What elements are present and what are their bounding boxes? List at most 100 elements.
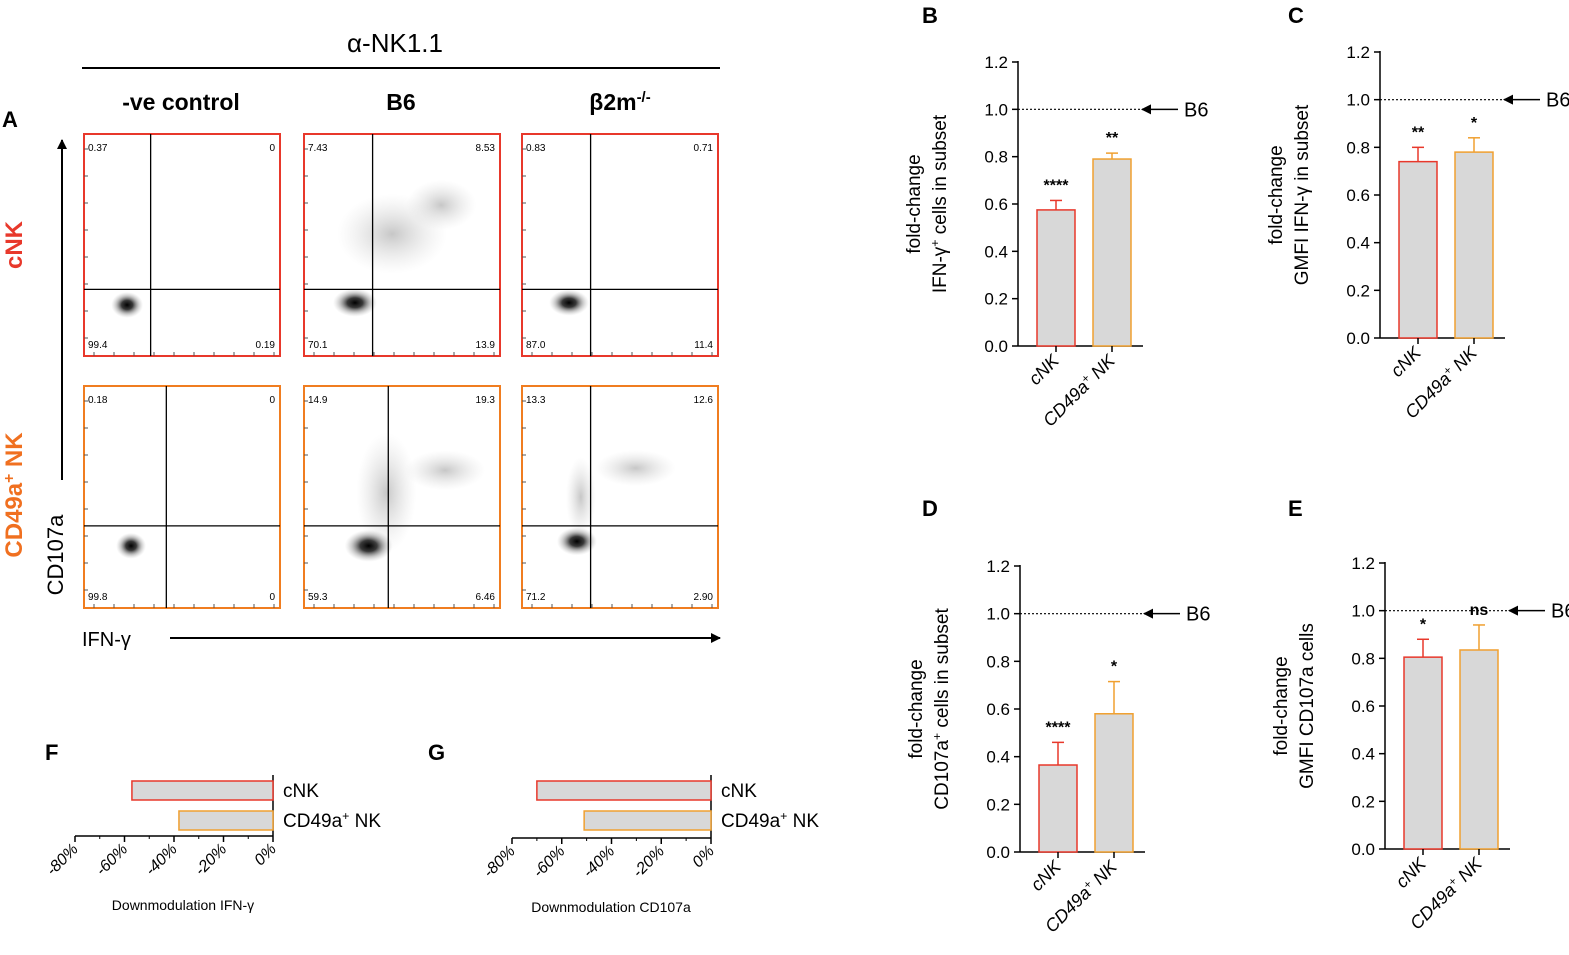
y-tick-label: 0.0 [986, 843, 1010, 862]
reference-label: B6 [1551, 601, 1569, 623]
row-label-cnk: cNK [1, 220, 28, 269]
density-contour [595, 450, 676, 487]
x-tick-label: 0% [689, 843, 717, 871]
y-tick-label: 0.6 [1346, 186, 1370, 205]
flow-plot: 0.18 0 99.8 0 [83, 385, 281, 609]
y-tick-label: 1.2 [1351, 554, 1375, 573]
significance-label: ** [1412, 124, 1425, 141]
x-axis-label: Downmodulation CD107a [531, 899, 691, 915]
bar-chart-e: E 0.0 0.2 0.4 0.6 0.8 1.0 1.2 fold-change GMFI CD… [1271, 496, 1569, 934]
quadrant-value-upper-left: 0.18 [88, 395, 108, 406]
x-tick-label: cNK [1392, 853, 1431, 892]
category-label: cNK [283, 781, 319, 802]
reference-label: B6 [1186, 604, 1210, 626]
bar-chart-b: B 0.0 0.2 0.4 0.6 0.8 1.0 1.2 fold-changeIFN-γ+ … [904, 3, 1208, 431]
y-tick-label: 0.8 [1351, 649, 1375, 668]
density-contour [565, 457, 596, 537]
y-tick-label: 0.8 [986, 652, 1010, 671]
column-header-neg-control: -ve control [122, 89, 240, 115]
panel-letter: E [1288, 496, 1303, 521]
y-tick-label: 1.2 [986, 557, 1010, 576]
panel-letter: D [922, 496, 938, 521]
y-tick-label: 0.4 [1346, 234, 1370, 253]
y-axis-label-line1: fold-change [1271, 656, 1292, 755]
density-contour [549, 289, 590, 316]
panel-letter: G [428, 740, 445, 765]
quadrant-value-upper-left: 13.3 [526, 395, 546, 406]
significance-label: **** [1044, 177, 1070, 194]
reference-label: B6 [1546, 90, 1569, 112]
flow-plot: 14.9 19.3 59.3 6.46 [303, 385, 501, 609]
flow-plot-frame [83, 133, 281, 357]
quadrant-value-lower-right: 0.19 [256, 340, 276, 351]
y-tick-label: 0.6 [984, 195, 1008, 214]
x-tick-label: -20% [192, 841, 230, 879]
significance-label: ** [1106, 130, 1119, 147]
bar-chart-d: D 0.0 0.2 0.4 0.6 0.8 1.0 1.2 fold-changeCD107a+… [906, 496, 1210, 937]
y-axis-label-line2: CD107a+ cells in subset [930, 608, 953, 810]
quadrant-value-lower-left: 99.8 [88, 592, 108, 603]
panel-a-header: α-NK1.1 [347, 28, 443, 58]
flow-plot: 7.43 8.53 70.1 13.9 [303, 133, 501, 357]
quadrant-value-upper-right: 0 [269, 143, 275, 154]
y-axis-label-line2: GMFI CD107a cells [1297, 623, 1318, 789]
quadrant-value-upper-left: 7.43 [308, 143, 328, 154]
x-tick-label: -60% [530, 843, 568, 881]
quadrant-value-lower-left: 70.1 [308, 340, 328, 351]
bar-cd49a [1454, 151, 1494, 339]
flow-plot-frame [521, 133, 719, 357]
significance-label: ns [1470, 602, 1489, 619]
quadrant-value-upper-right: 0 [269, 395, 275, 406]
density-contour [116, 532, 147, 559]
category-label: CD49a+ NK [721, 809, 819, 832]
y-tick-label: 0.8 [984, 148, 1008, 167]
y-axis-label-line1: fold-change [906, 659, 927, 758]
y-tick-label: 1.0 [1346, 91, 1370, 110]
bar-cnk [1403, 656, 1443, 850]
density-contour [111, 291, 144, 318]
x-tick-label: -80% [43, 841, 81, 879]
bar-cd49a [1094, 713, 1134, 853]
x-tick-label: -80% [480, 843, 518, 881]
y-tick-label: 0.4 [984, 242, 1008, 261]
y-axis-label-line1: fold-change [1266, 145, 1287, 244]
quadrant-value-upper-left: 0.83 [526, 143, 546, 154]
y-tick-label: 0.2 [984, 290, 1008, 309]
quadrant-value-lower-left: 99.4 [88, 340, 108, 351]
y-tick-label: 0.2 [1346, 281, 1370, 300]
y-tick-label: 0.2 [1351, 792, 1375, 811]
bar-cnk [1036, 209, 1076, 347]
density-contour [406, 180, 477, 231]
x-tick-label: 0% [251, 841, 279, 869]
x-tick-label: -40% [580, 843, 618, 881]
flow-plot: 0.83 0.71 87.0 11.4 [521, 133, 719, 357]
y-tick-label: 0.4 [1351, 745, 1375, 764]
y-tick-label: 0.6 [1351, 697, 1375, 716]
x-axis-label-ifng: IFN-γ [82, 629, 131, 651]
significance-label: * [1111, 659, 1118, 676]
quadrant-value-upper-right: 12.6 [694, 395, 714, 406]
row-label-cd49a: CD49a+ NK [1, 432, 29, 558]
flow-plot-frame [83, 385, 281, 609]
y-tick-label: 0.8 [1346, 138, 1370, 157]
flow-plot: 13.3 12.6 71.2 2.90 [521, 385, 719, 609]
quadrant-value-upper-left: 0.37 [88, 143, 108, 154]
category-label: CD49a+ NK [283, 809, 381, 832]
y-tick-label: 1.0 [986, 605, 1010, 624]
x-tick-label: cNK [1027, 856, 1066, 895]
y-tick-label: 0.2 [986, 795, 1010, 814]
quadrant-value-lower-left: 59.3 [308, 592, 328, 603]
y-tick-label: 0.0 [1351, 840, 1375, 859]
quadrant-value-upper-left: 14.9 [308, 395, 328, 406]
quadrant-value-lower-right: 13.9 [476, 340, 496, 351]
significance-label: * [1471, 115, 1478, 132]
quadrant-value-lower-right: 2.90 [694, 592, 714, 603]
significance-label: * [1420, 616, 1427, 633]
y-tick-label: 1.0 [1351, 602, 1375, 621]
y-tick-label: 1.2 [984, 53, 1008, 72]
bar-cd49a [583, 810, 712, 831]
y-tick-label: 0.0 [984, 337, 1008, 356]
bar-cnk [1398, 160, 1438, 339]
category-label: cNK [721, 781, 757, 802]
